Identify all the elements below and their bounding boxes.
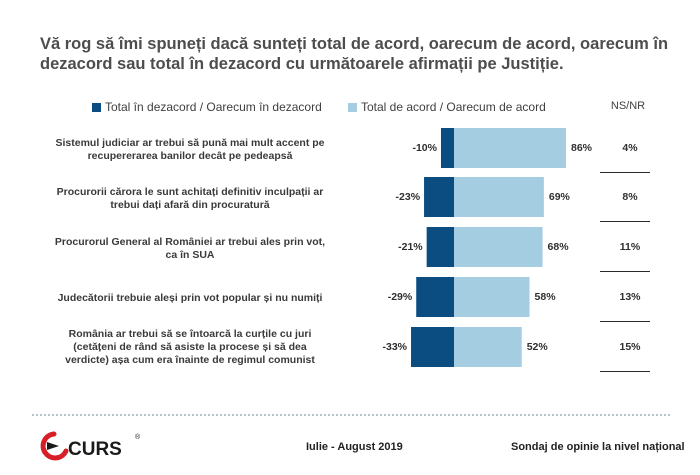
value-label-disagree: -10%	[412, 142, 437, 154]
nsnr-separator	[600, 172, 650, 173]
nsnr-value: 13%	[619, 291, 641, 303]
nsnr-separator	[600, 371, 650, 372]
chart-title: Vă rog să îmi spuneți dacă sunteți total…	[40, 35, 669, 73]
value-label-agree: 69%	[548, 191, 570, 203]
category-label: Sistemul judiciar ar trebui să pună mai …	[55, 137, 325, 162]
legend-label-positive: Total de acord / Oarecum de acord	[361, 100, 546, 114]
nsnr-header: NS/NR	[610, 100, 646, 112]
footer-date: Iulie - August 2019	[306, 441, 403, 453]
logo-text: CURS	[68, 439, 122, 460]
bar-disagree	[440, 128, 454, 168]
value-label-disagree: -29%	[387, 291, 413, 303]
bar-agree	[454, 177, 544, 217]
bar-agree	[454, 227, 543, 267]
footer-survey: Sondaj de opinie la nivel național	[511, 441, 685, 453]
legend-label-negative: Total în dezacord / Oarecum în dezacord	[105, 100, 322, 114]
category-label: România ar trebui să se întoarcă la curț…	[65, 328, 315, 366]
value-label-disagree: -21%	[398, 241, 423, 253]
curs-logo: CURS ®	[40, 431, 141, 461]
value-label-agree: 68%	[547, 241, 569, 253]
legend-swatch-positive	[348, 102, 357, 112]
value-label-agree: 58%	[534, 291, 556, 303]
value-label-disagree: -33%	[382, 341, 408, 353]
legend-negative: Total în dezacord / Oarecum în dezacord	[92, 100, 322, 114]
nsnr-value: 4%	[622, 142, 638, 154]
nsnr-separator	[600, 271, 650, 272]
bar-agree	[454, 128, 566, 168]
category-label: Procurorii cărora le sunt achitați defin…	[56, 186, 324, 211]
legend-swatch-negative	[92, 102, 101, 112]
legend-positive: Total de acord / Oarecum de acord	[348, 100, 546, 114]
bar-disagree	[424, 177, 454, 217]
nsnr-value: 15%	[619, 341, 641, 353]
bar-agree	[454, 327, 522, 367]
logo-registered-mark: ®	[135, 433, 141, 441]
category-label: Procurorul General al României ar trebui…	[54, 236, 326, 261]
value-label-disagree: -23%	[395, 191, 421, 203]
value-label-agree: 86%	[571, 142, 593, 154]
chart-plot	[411, 128, 566, 367]
bar-agree	[454, 277, 530, 317]
value-label-agree: 52%	[526, 341, 548, 353]
bar-disagree	[411, 327, 454, 367]
nsnr-separator	[600, 221, 650, 222]
bar-disagree	[416, 277, 454, 317]
nsnr-separator	[600, 321, 650, 322]
category-label: Judecătorii trebuie aleși prin vot popul…	[57, 292, 323, 304]
footer-divider	[32, 414, 670, 416]
bar-disagree	[426, 227, 454, 267]
nsnr-value: 11%	[619, 241, 641, 253]
nsnr-value: 8%	[622, 191, 638, 203]
